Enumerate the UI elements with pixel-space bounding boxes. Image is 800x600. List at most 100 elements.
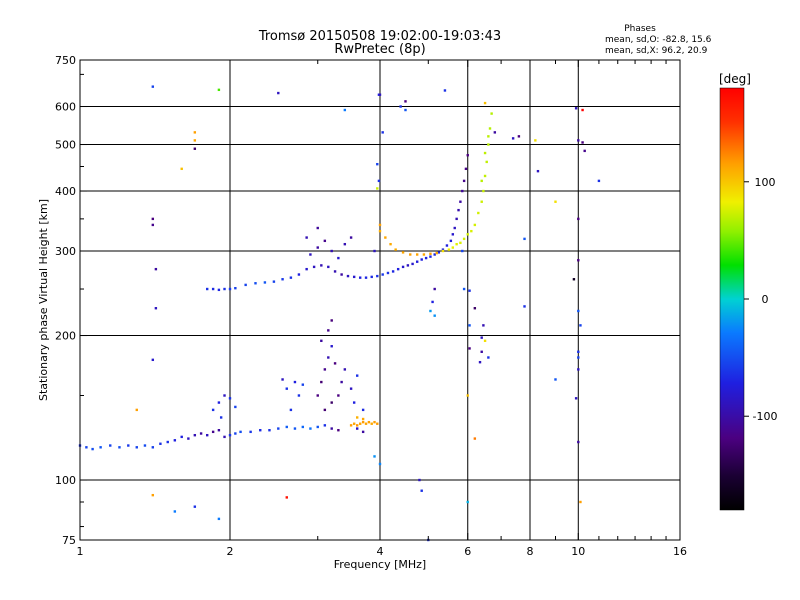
data-point (377, 179, 381, 183)
data-point (358, 276, 362, 279)
data-point (289, 408, 293, 412)
colorbar-tick-label: 100 (755, 176, 776, 189)
data-point (462, 179, 466, 183)
data-point (480, 336, 483, 339)
data-point (431, 300, 434, 304)
data-point (473, 307, 477, 310)
data-point (281, 378, 284, 381)
data-point (154, 267, 158, 271)
data-point (429, 252, 432, 256)
data-point (536, 169, 540, 173)
data-point (480, 200, 483, 203)
y-tick-label: 400 (55, 185, 76, 198)
data-point (477, 211, 480, 215)
data-point (297, 394, 301, 397)
data-point (180, 167, 183, 171)
data-point (490, 112, 493, 115)
data-point (193, 131, 197, 134)
colorbar-ticks: 100 0 -100 (744, 176, 777, 423)
data-point (320, 380, 323, 384)
data-point (343, 108, 347, 112)
data-point (285, 496, 288, 499)
colorbar-tick-label: 0 (762, 293, 769, 306)
data-point (418, 478, 421, 482)
data-point (337, 429, 340, 432)
data-point (577, 440, 580, 444)
data-point (473, 223, 477, 227)
data-point (523, 237, 526, 241)
data-point (579, 500, 582, 504)
data-point (323, 408, 327, 412)
data-point (316, 226, 319, 230)
data-point (376, 274, 379, 278)
data-point (205, 433, 209, 437)
data-point (406, 264, 410, 267)
data-point (193, 505, 197, 508)
data-point (301, 383, 305, 386)
data-point (239, 430, 242, 434)
data-point (487, 356, 490, 359)
data-point (574, 397, 578, 400)
data-point (433, 314, 436, 317)
data-point (401, 251, 405, 254)
data-point (309, 427, 312, 430)
data-point (320, 339, 323, 343)
data-point (316, 394, 319, 397)
data-point (404, 100, 407, 103)
data-point (435, 251, 438, 255)
colorbar-label: [deg] (719, 72, 751, 86)
data-point (483, 101, 487, 105)
x-axis-label: Frequency [MHz] (334, 558, 426, 571)
data-point (581, 141, 584, 144)
data-point (370, 422, 373, 425)
data-point (346, 274, 350, 278)
data-point (223, 287, 226, 291)
data-point (422, 253, 426, 256)
data-point (297, 273, 301, 276)
data-point (381, 273, 384, 276)
data-point (337, 256, 340, 260)
data-point (361, 417, 365, 421)
data-point (487, 143, 490, 146)
data-point (211, 408, 215, 412)
data-point (468, 324, 471, 327)
data-point (433, 253, 436, 256)
data-point (378, 462, 382, 466)
data-point (127, 444, 130, 447)
colorbar-tick-label: -100 (753, 410, 778, 423)
phase-box-heading: Phases (624, 24, 656, 34)
data-point (330, 345, 333, 348)
data-point (468, 289, 471, 292)
data-point (581, 108, 584, 112)
axis-ticks: 1 2 4 6 8 10 16 75 100 200 300 400 500 600 750 (55, 54, 687, 558)
data-point (441, 249, 445, 253)
data-point (323, 239, 327, 243)
data-point (187, 437, 190, 440)
data-point (217, 288, 221, 292)
data-point (285, 387, 288, 390)
data-point (577, 356, 580, 359)
data-point (193, 139, 197, 142)
data-point (445, 244, 449, 247)
data-point (234, 432, 237, 435)
data-point (378, 229, 382, 233)
data-point (173, 439, 177, 442)
data-point (480, 350, 483, 353)
data-point (415, 253, 419, 256)
phase-box-line-x: mean, sd,X: 96.2, 20.9 (605, 46, 708, 56)
data-point (488, 127, 492, 130)
data-point (482, 324, 485, 327)
data-point (205, 287, 209, 291)
data-point (482, 189, 485, 193)
data-point (327, 265, 330, 269)
data-point (376, 162, 379, 166)
data-point (85, 446, 88, 449)
x-tick-label: 10 (571, 545, 585, 558)
data-point (373, 249, 376, 253)
data-point (466, 233, 469, 236)
y-tick-label: 75 (62, 534, 76, 547)
data-point (217, 429, 221, 432)
data-point (343, 242, 347, 246)
data-point (330, 427, 333, 430)
data-point (349, 424, 353, 427)
